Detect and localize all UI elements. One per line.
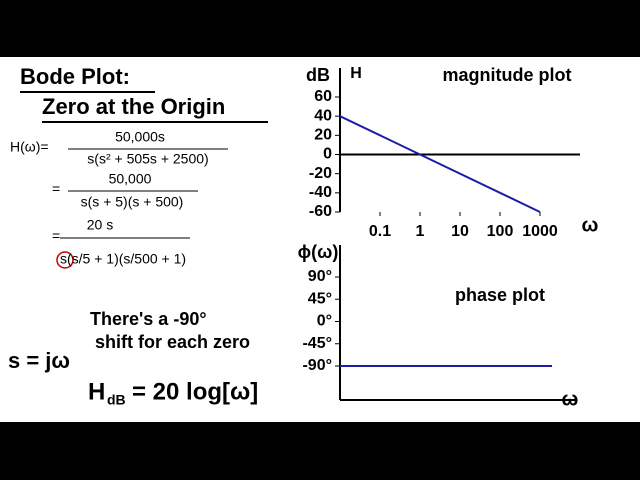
formula-subscript: dB <box>107 392 126 408</box>
y-tick-label: -60 <box>309 203 332 220</box>
equation-lhs: = <box>52 181 60 197</box>
equation-denominator: s(s² + 505s + 2500) <box>87 151 208 167</box>
y-tick-label: -90° <box>302 357 332 374</box>
equation-lhs: = <box>52 228 60 244</box>
x-tick-label: 0.1 <box>369 223 391 240</box>
slide-title: Zero at the Origin <box>42 94 225 119</box>
y-tick-label: 90° <box>308 268 332 285</box>
x-axis-label: ω <box>562 388 579 410</box>
y-axis-label: ϕ(ω) <box>298 242 339 262</box>
x-axis-label: ω <box>582 214 599 236</box>
y-axis-label: dB <box>306 65 330 85</box>
series-line <box>339 115 541 213</box>
formula: H <box>88 378 105 405</box>
y-tick-label: 0 <box>323 146 332 163</box>
y-tick-label: 0° <box>317 313 332 330</box>
y-tick-label: -40 <box>309 184 332 201</box>
slide-background <box>0 57 640 422</box>
y-tick-label: -20 <box>309 165 332 182</box>
y-tick-label: 40 <box>314 107 332 124</box>
highlight-circle <box>56 251 74 269</box>
note: There's a -90° <box>90 309 207 329</box>
x-tick-label: 1000 <box>522 223 558 240</box>
slide-title: Bode Plot: <box>20 64 130 89</box>
equation-denominator: s(s/5 + 1)(s/500 + 1) <box>60 251 186 267</box>
equation-denominator: s(s + 5)(s + 500) <box>81 194 184 210</box>
y-tick-label: 45° <box>308 290 332 307</box>
y-tick-label: -45° <box>302 335 332 352</box>
x-tick-label: 10 <box>451 223 469 240</box>
x-tick-label: 1 <box>416 223 425 240</box>
chart-title: magnitude plot <box>443 65 572 85</box>
y-tick-label: 60 <box>314 88 332 105</box>
equation-lhs: H(ω)= <box>10 139 49 155</box>
chart-title: phase plot <box>455 285 545 305</box>
formula: = 20 log[ω] <box>132 378 258 405</box>
equation-numerator: 50,000 <box>109 171 152 187</box>
equation-numerator: 20 s <box>87 217 113 233</box>
note: shift for each zero <box>95 332 250 352</box>
equation-numerator: 50,000s <box>115 129 165 145</box>
substitution: s = jω <box>8 348 70 373</box>
x-tick-label: 100 <box>487 223 514 240</box>
y-tick-label: 20 <box>314 127 332 144</box>
y-axis-label: H <box>350 65 362 82</box>
